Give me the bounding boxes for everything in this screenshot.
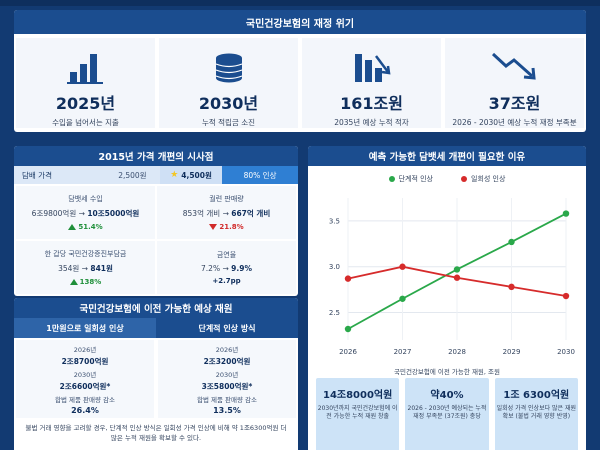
- implications-title: 2015년 가격 개편의 시사점: [14, 146, 298, 166]
- implication-cell: 한 갑당 국민건강증진부담금 354원 → 841원 138%: [16, 241, 155, 294]
- y-tick-label: 3.5: [329, 217, 340, 225]
- legend-item-one-time: 일회성 인상: [461, 174, 505, 184]
- summary-box: 1조 6300억원 일회성 가격 인상보다 많은 재원 확보 (불법 거래 영향…: [494, 378, 578, 450]
- cell-change: +2.7pp: [212, 277, 241, 285]
- stat-value: 2025년: [55, 94, 116, 113]
- cell-label: 금연율: [216, 251, 237, 259]
- data-point: [344, 275, 352, 282]
- y-tick-label: 2.5: [329, 309, 340, 317]
- col-stepwise: 단계적 인상 방식: [156, 318, 298, 338]
- stat-desc: 2035년 예상 누적 적자: [334, 118, 409, 127]
- line-chart: 3.5 3.0 2.5 2026 2027 2028 2029 2030: [329, 198, 575, 356]
- revenue-stepwise: 2026년 2조3200억원 2030년 3조5800억원* 합법 제품 판매량…: [158, 340, 296, 418]
- x-tick-label: 2029: [503, 348, 521, 356]
- up-triangle-icon: [68, 224, 77, 230]
- trend-down-arrow-icon: [490, 46, 540, 84]
- price-change: 80% 인상: [222, 166, 298, 184]
- why-title: 예측 가능한 담뱃세 개편이 필요한 이유: [308, 146, 586, 166]
- stat-value: 161조원: [340, 94, 403, 113]
- data-point: [508, 238, 515, 246]
- cell-values: 853억 개비 → 667억 개비: [182, 209, 271, 218]
- why-panel: 예측 가능한 담뱃세 개편이 필요한 이유 단계적 인상 일회성 인상 3.5 3…: [308, 146, 586, 450]
- cell-label: 한 갑당 국민건강증진부담금: [44, 250, 127, 258]
- y-tick-label: 3.0: [329, 263, 340, 271]
- summary-box: 약40% 2026 - 2030년 예상되는 누적 재정 부족분 (37조원) …: [405, 378, 489, 450]
- stat-desc: 2026 - 2030년 예상 누적 재정 부족분: [452, 118, 577, 127]
- legend-item-stepwise: 단계적 인상: [388, 174, 433, 184]
- revenue-note: 불법 거래 영향을 고려할 경우, 단계적 인상 방식은 일회성 가격 인상에 …: [25, 424, 287, 442]
- declining-bars-icon: [352, 46, 392, 84]
- up-triangle-icon: [69, 279, 78, 285]
- data-point: [453, 266, 461, 273]
- col-one-time: 1만원으로 일회성 인상: [14, 318, 156, 338]
- implications-panel: 2015년 가격 개편의 시사점 담배 가격 2,500원 ★ 4,500원 80…: [14, 146, 298, 296]
- cell-change: 51.4%: [68, 223, 103, 231]
- summary-desc: 일회성 가격 인상보다 많은 재원 확보 (불법 거래 영향 반영): [496, 405, 577, 421]
- price-before: 2,500원: [104, 166, 160, 184]
- star-icon: ★: [170, 170, 179, 180]
- implication-cell: 금연율 7.2% → 9.9% +2.7pp: [157, 241, 296, 294]
- stat-card: 37조원 2026 - 2030년 예상 누적 재정 부족분: [445, 38, 584, 128]
- data-point: [399, 263, 406, 270]
- price-label: 담배 가격: [14, 166, 105, 184]
- x-tick-label: 2028: [448, 348, 466, 356]
- bar-chart-icon: [66, 46, 106, 84]
- stat-value: 37조원: [488, 94, 541, 113]
- cell-label: 궐련 판매량: [209, 195, 244, 203]
- price-after-cell: ★ 4,500원: [160, 166, 223, 184]
- price-after: 4,500원: [181, 170, 212, 180]
- summary-desc: 2026 - 2030년 예상되는 누적 재정 부족분 (37조원) 충당: [407, 405, 487, 421]
- stat-value: 2030년: [198, 94, 259, 113]
- cell-values: 354원 → 841원: [58, 264, 113, 273]
- x-tick-label: 2030: [557, 348, 575, 356]
- cell-label: 담뱃세 수입: [68, 195, 103, 203]
- stat-card: 2030년 누적 적립금 소진: [159, 38, 298, 128]
- stat-desc: 수입을 넘어서는 지출: [52, 118, 119, 127]
- chart-caption: 국민건강보험에 이전 가능한 재원, 조원: [393, 368, 500, 376]
- revenue-one-time: 2026년 2조8700억원 2030년 2조6600억원* 합법 제품 판매량…: [16, 340, 154, 418]
- cell-values: 6조9800억원 → 10조5000억원: [31, 209, 140, 218]
- implication-cell: 궐련 판매량 853억 개비 → 667억 개비 21.8%: [157, 186, 296, 239]
- chart-legend: 단계적 인상 일회성 인상: [308, 174, 586, 184]
- cell-values: 7.2% → 9.9%: [201, 264, 252, 273]
- data-point: [399, 295, 406, 302]
- fiscal-crisis-title: 국민건강보험의 재정 위기: [14, 10, 586, 34]
- fiscal-crisis-panel: 국민건강보험의 재정 위기 2025년 수입을 넘어서는 지출: [14, 10, 586, 132]
- coin-stack-icon: [209, 46, 249, 84]
- revenue-title: 국민건강보험에 이전 가능한 예상 재원: [14, 298, 298, 318]
- summary-desc: 2030년까지 국민건강보험에 이전 가능한 누적 재원 창출: [317, 405, 398, 421]
- revenue-panel: 국민건강보험에 이전 가능한 예상 재원 1만원으로 일회성 인상 단계적 인상…: [14, 298, 298, 450]
- summary-value: 약40%: [430, 390, 464, 401]
- data-point: [344, 325, 352, 333]
- price-row: 담배 가격 2,500원 ★ 4,500원 80% 인상: [14, 166, 298, 184]
- summary-box: 14조8000억원 2030년까지 국민건강보험에 이전 가능한 누적 재원 창…: [316, 378, 400, 450]
- cell-change: 138%: [69, 278, 101, 286]
- summary-value: 14조8000억원: [322, 390, 393, 401]
- x-tick-label: 2027: [394, 348, 412, 356]
- down-triangle-icon: [209, 224, 218, 230]
- data-point: [453, 274, 461, 281]
- data-point: [562, 292, 570, 300]
- cell-change: 21.8%: [209, 223, 244, 231]
- data-point: [508, 283, 515, 291]
- stat-card: 161조원 2035년 예상 누적 적자: [302, 38, 441, 128]
- x-tick-label: 2026: [339, 348, 357, 356]
- stat-desc: 누적 적립금 소진: [201, 118, 256, 127]
- top-bar: [0, 0, 600, 6]
- stat-card: 2025년 수입을 넘어서는 지출: [16, 38, 155, 128]
- data-point: [562, 210, 570, 217]
- implication-cell: 담뱃세 수입 6조9800억원 → 10조5000억원 51.4%: [16, 186, 155, 239]
- summary-value: 1조 6300억원: [503, 390, 570, 401]
